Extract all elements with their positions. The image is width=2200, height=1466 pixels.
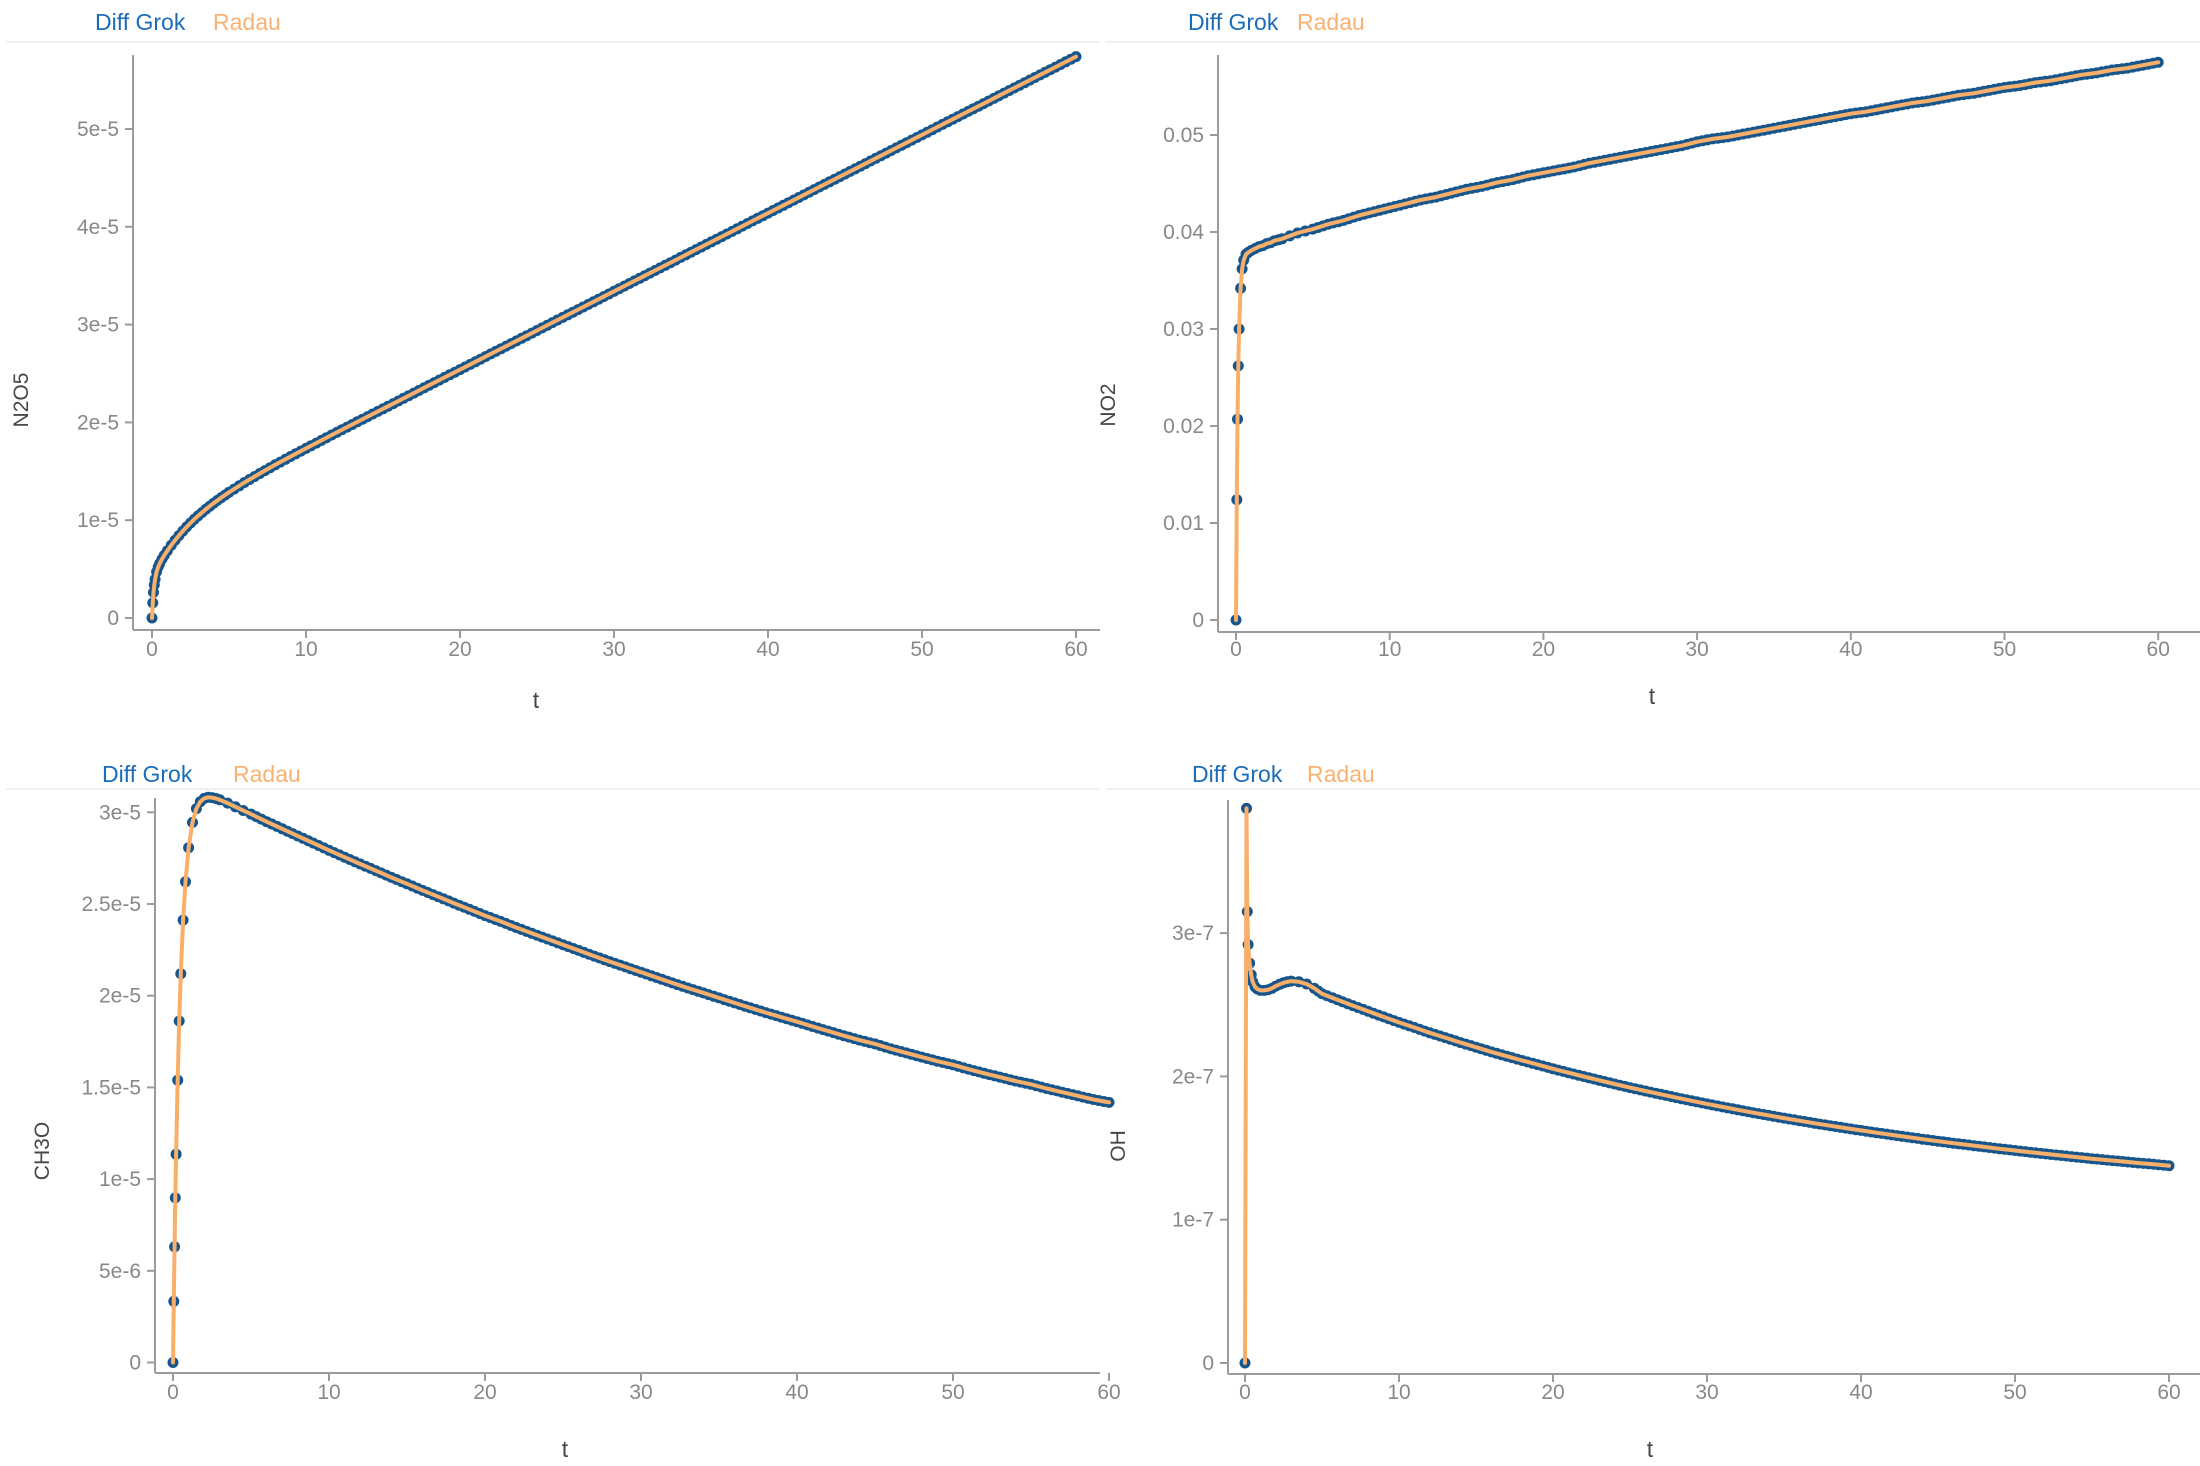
- x-tick-label: 0: [1230, 638, 1242, 661]
- y-tick-label: 0: [1202, 1352, 1214, 1375]
- x-tick-label: 20: [1541, 1381, 1564, 1404]
- plot-series[interactable]: [1230, 56, 2164, 626]
- legend: Diff Grok Radau: [95, 9, 281, 35]
- series-diff-grok-markers: [1239, 802, 2175, 1369]
- x-tick-label: 20: [1532, 638, 1555, 661]
- y-axis-title: NO2: [1097, 383, 1120, 426]
- plot-series[interactable]: [167, 791, 1115, 1368]
- legend-item-radau[interactable]: Radau: [1307, 761, 1375, 787]
- chart-panel-no2: Diff Grok Radau 0 0.01 0.02 0.03 0.04 0.05 0 10…: [1097, 0, 2200, 733]
- series-diff-grok-markers: [167, 791, 1115, 1368]
- x-tick-label: 40: [1849, 1381, 1872, 1404]
- y-tick-label: 2.5e-5: [81, 893, 141, 916]
- y-tick-label: 3e-5: [99, 801, 141, 824]
- axes: 0 5e-6 1e-5 1.5e-5 2e-5 2.5e-5 3e-5 0 10 20 30 40 50…: [81, 798, 1121, 1404]
- x-tick-label: 30: [1695, 1381, 1718, 1404]
- y-tick-label: 1e-7: [1172, 1209, 1214, 1232]
- series-radau-line: [150, 54, 1078, 620]
- x-tick-label: 0: [1239, 1381, 1251, 1404]
- y-tick-label: 1e-5: [99, 1168, 141, 1191]
- chart-panel-oh: Diff Grok Radau 0 1e-7 2e-7 3e-7 0 10 20 30 40 50…: [1100, 733, 2200, 1466]
- series-diff-grok-markers: [146, 51, 1082, 624]
- x-axis-title: t: [1649, 683, 1656, 709]
- y-axis-title: N2O5: [10, 373, 33, 428]
- y-tick-label: 0: [129, 1352, 141, 1375]
- x-tick-label: 10: [1378, 638, 1401, 661]
- x-tick-label: 10: [294, 638, 317, 661]
- x-tick-label: 60: [1097, 1381, 1120, 1404]
- x-tick-label: 20: [448, 638, 471, 661]
- x-tick-label: 50: [941, 1381, 964, 1404]
- chart-panel-n2o5: Diff Grok Radau 0 1e-5 2e-5 3e-5 4e-5 5e-5 0 10…: [0, 0, 1100, 733]
- x-axis-title: t: [562, 1436, 569, 1462]
- legend: Diff Grok Radau: [102, 761, 301, 787]
- x-tick-label: 20: [473, 1381, 496, 1404]
- x-tick-label: 40: [785, 1381, 808, 1404]
- y-tick-label: 2e-5: [99, 985, 141, 1008]
- legend-item-radau[interactable]: Radau: [233, 761, 301, 787]
- x-tick-label: 40: [1839, 638, 1862, 661]
- y-tick-label: 0.02: [1163, 415, 1204, 438]
- y-tick-label: 4e-5: [77, 216, 119, 239]
- y-tick-label: 3e-7: [1172, 922, 1214, 945]
- x-tick-label: 60: [2157, 1381, 2180, 1404]
- legend-item-diff-grok[interactable]: Diff Grok: [102, 761, 193, 787]
- y-tick-label: 5e-5: [77, 118, 119, 141]
- series-radau-line: [1234, 60, 2161, 622]
- y-tick-label: 5e-6: [99, 1260, 141, 1283]
- legend-item-diff-grok[interactable]: Diff Grok: [1188, 9, 1279, 35]
- x-tick-label: 30: [602, 638, 625, 661]
- legend-item-radau[interactable]: Radau: [213, 9, 281, 35]
- legend-item-diff-grok[interactable]: Diff Grok: [95, 9, 186, 35]
- y-tick-label: 3e-5: [77, 314, 119, 337]
- y-tick-label: 0.01: [1163, 512, 1204, 535]
- y-tick-label: 0.04: [1163, 221, 1204, 244]
- axes: 0 1e-5 2e-5 3e-5 4e-5 5e-5 0 10 20 30 40 50 60: [77, 55, 1100, 661]
- x-tick-label: 60: [2147, 638, 2170, 661]
- y-tick-label: 0.05: [1163, 124, 1204, 147]
- y-tick-label: 0.03: [1163, 318, 1204, 341]
- axes: 0 1e-7 2e-7 3e-7 0 10 20 30 40 50 60: [1172, 800, 2200, 1404]
- plot-series[interactable]: [1239, 802, 2175, 1369]
- legend: Diff Grok Radau: [1188, 9, 1365, 35]
- x-tick-label: 10: [1387, 1381, 1410, 1404]
- series-radau-line: [171, 795, 1111, 1365]
- y-tick-label: 2e-7: [1172, 1065, 1214, 1088]
- y-tick-label: 1.5e-5: [81, 1076, 141, 1099]
- legend-item-radau[interactable]: Radau: [1297, 9, 1365, 35]
- legend: Diff Grok Radau: [1192, 761, 1375, 787]
- y-tick-label: 0: [107, 607, 119, 630]
- axes: 0 0.01 0.02 0.03 0.04 0.05 0 10 20 30 40 50 60: [1163, 55, 2200, 661]
- y-tick-label: 2e-5: [77, 411, 119, 434]
- x-tick-label: 30: [629, 1381, 652, 1404]
- y-tick-label: 0: [1192, 609, 1204, 632]
- y-axis-title: OH: [1107, 1130, 1130, 1162]
- x-tick-label: 60: [1064, 638, 1087, 661]
- x-tick-label: 0: [167, 1381, 179, 1404]
- y-tick-label: 1e-5: [77, 509, 119, 532]
- y-axis-title: CH3O: [31, 1122, 54, 1180]
- chart-panel-ch3o: Diff Grok Radau 0 5e-6 1e-5 1.5e-5 2e-5 2.5e-…: [0, 733, 1121, 1466]
- x-tick-label: 50: [2003, 1381, 2026, 1404]
- legend-item-diff-grok[interactable]: Diff Grok: [1192, 761, 1283, 787]
- x-axis-title: t: [533, 687, 540, 713]
- x-tick-label: 10: [317, 1381, 340, 1404]
- x-tick-label: 40: [756, 638, 779, 661]
- x-tick-label: 0: [146, 638, 158, 661]
- x-tick-label: 50: [910, 638, 933, 661]
- x-axis-title: t: [1647, 1436, 1654, 1462]
- series-radau-line: [1243, 806, 2171, 1365]
- x-tick-label: 50: [1993, 638, 2016, 661]
- x-tick-label: 30: [1685, 638, 1708, 661]
- plot-series[interactable]: [146, 51, 1082, 624]
